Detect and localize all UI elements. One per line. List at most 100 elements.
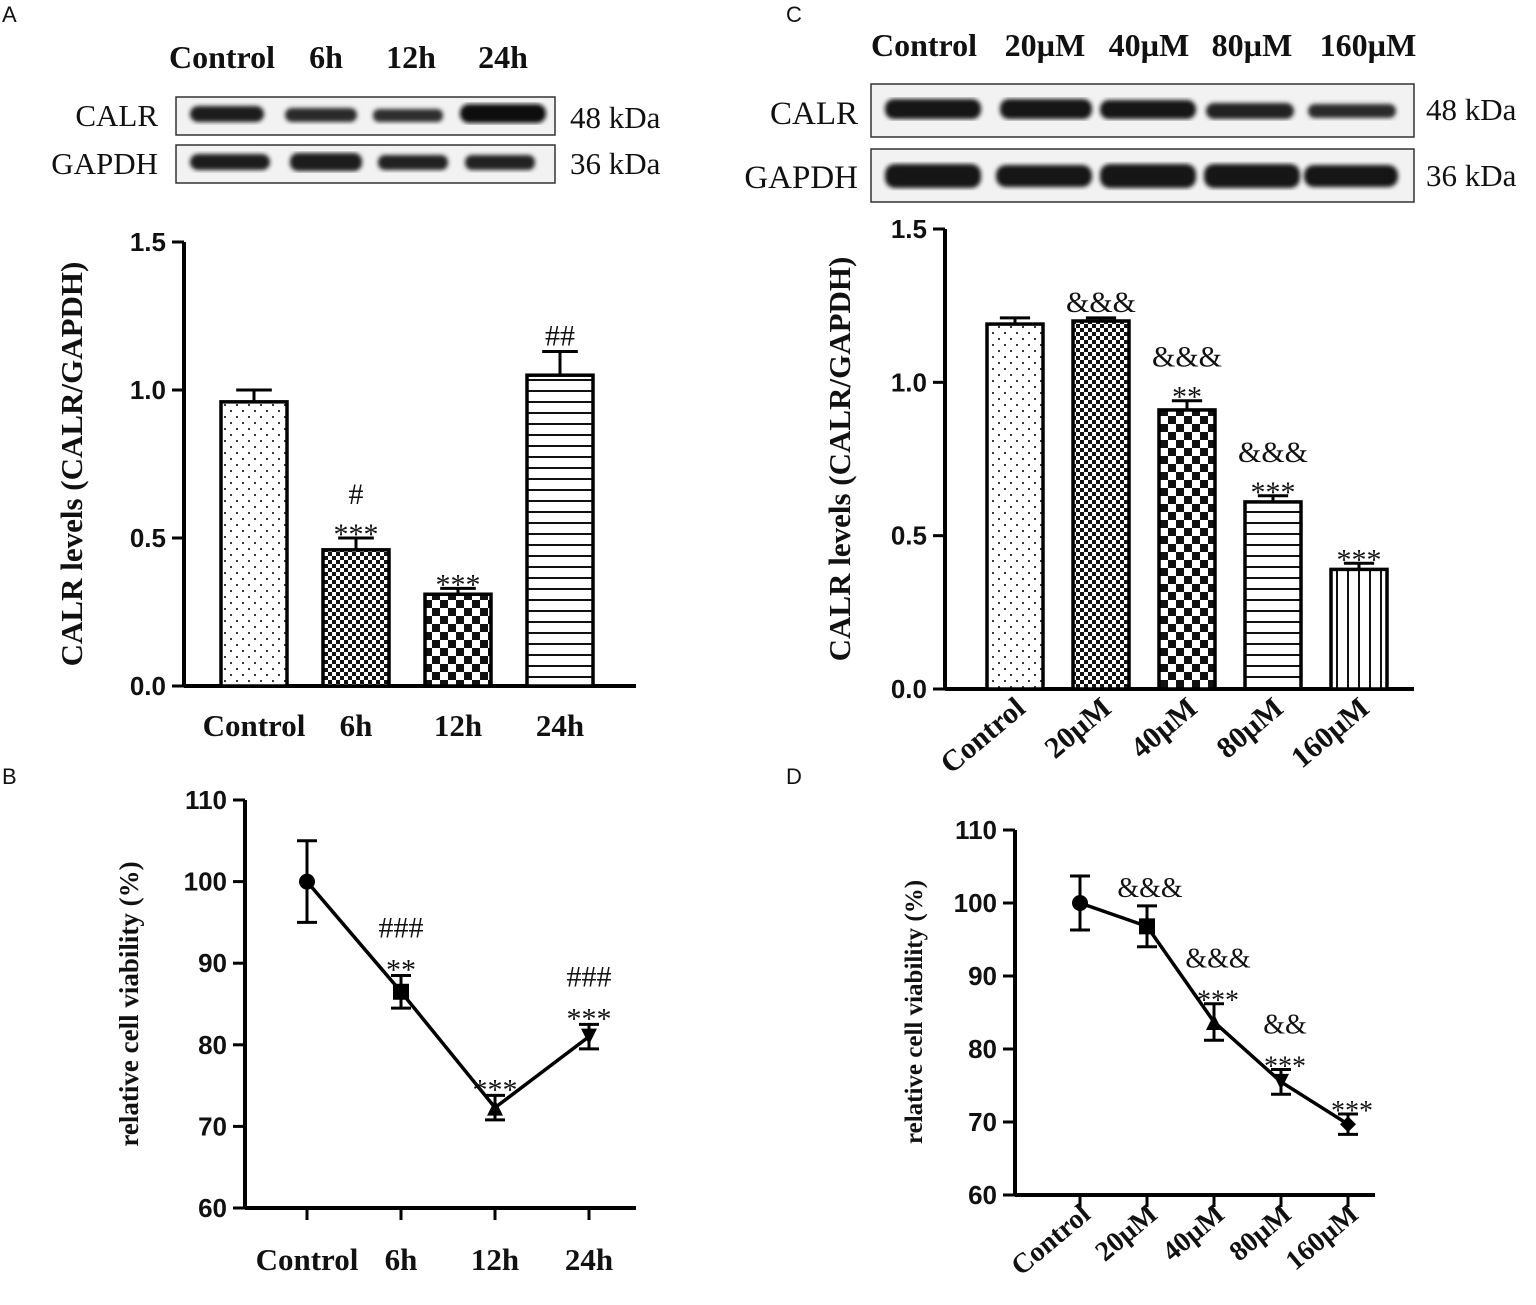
y-tick-label: 0.5 [891,521,927,551]
marker-circle [299,873,315,890]
x-tick-label: 24h [565,1242,613,1277]
x-tick-label: 12h [471,1242,519,1277]
y-tick-label: 0.0 [130,671,166,701]
y-tick-label: 1.0 [891,367,927,397]
significance-label: ### [567,960,612,993]
significance-label: &&& [1152,341,1222,374]
x-tick-label: 160µM [1280,1199,1365,1277]
blot-c: Control 20µM 40µM 80µM 160µM CALR [744,27,1517,203]
marker-triangle-up [1206,1013,1222,1030]
blot-c-lane-0: Control [871,27,977,63]
significance-label: # [349,478,364,511]
y-tick-label: 1.5 [891,214,927,244]
blot-c-lane-4: 160µM [1320,27,1417,63]
significance-label: ## [545,320,575,353]
blot-c-gapdh-bands [885,164,1398,188]
blot-c-lane-3: 80µM [1212,27,1293,63]
bar [1157,408,1217,691]
charts-layer: 0.0 0.5 1.0 1.5 CALR levels (CALR/GAPDH) Cont… [54,214,1414,1282]
blot-a-calr-bands [190,104,546,123]
x-tick-label: 160µM [1285,691,1376,775]
y-tick-label: 80 [198,1030,227,1060]
blot-c-lane-2: 40µM [1109,27,1190,63]
significance-label: *** [1264,1051,1306,1082]
x-tick-label: Control [934,691,1031,780]
significance-label: && [1263,1009,1307,1040]
panel-letter-d: D [786,764,802,789]
blot-c-kda-bottom: 36 kDa [1426,158,1517,193]
blot-a: Control 6h 12h 24h CALR GAPDH 48 kDa 36 … [51,39,661,184]
bar [219,400,289,688]
y-axis-label: CALR levels (CALR/GAPDH) [54,262,89,667]
blot-a-gapdh-label: GAPDH [51,146,158,181]
y-tick-label: 70 [198,1111,227,1141]
x-tick-label: Control [1005,1198,1096,1282]
bar [1071,319,1131,691]
significance-label: &&& [1066,286,1136,319]
y-tick-label: 60 [198,1193,227,1223]
panel-letter-a: A [2,2,17,27]
y-axis-label: CALR levels (CALR/GAPDH) [822,257,857,662]
x-tick-label: Control [256,1242,359,1277]
y-tick-label: 70 [968,1107,997,1137]
series-line [305,880,591,1111]
x-tick-label: 40µM [1124,691,1203,765]
y-tick-label: 90 [968,961,997,991]
blot-c-gapdh-label: GAPDH [744,160,858,196]
significance-label: ### [379,911,424,944]
x-tick-label: 40µM [1157,1199,1231,1268]
significance-label: *** [334,518,379,551]
marker-square [1139,918,1155,935]
y-tick-label: 0.5 [130,523,166,553]
y-axis-label: relative cell viability (%) [114,861,144,1146]
marker-square [393,983,409,1000]
chart-b: 60 70 80 90 100 110 relative cell viability (%… [114,785,636,1277]
bar [1243,500,1303,691]
x-tick-label: 6h [385,1242,418,1277]
y-tick-label: 100 [184,867,227,897]
x-tick-label: 24h [536,708,584,743]
bar [525,373,595,688]
blot-c-lane-1: 20µM [1005,27,1086,63]
significance-label: ** [386,953,416,986]
blot-a-gapdh-bands [190,153,535,171]
x-tick-label: 20µM [1090,1199,1164,1268]
x-tick-label: Control [203,708,306,743]
significance-label: *** [1337,543,1382,576]
y-tick-label: 110 [185,785,227,815]
significance-label: ** [1172,381,1202,414]
significance-label: *** [1251,476,1296,509]
chart-d: 60 70 80 90 100 110 relative cell viability (%… [901,815,1375,1282]
blot-a-calr-label: CALR [75,98,158,133]
significance-label: &&& [1117,873,1183,904]
bar [321,548,391,688]
significance-label: *** [473,1073,518,1106]
chart-a: 0.0 0.5 1.0 1.5 CALR levels (CALR/GAPDH) Cont… [54,227,636,743]
significance-label: &&& [1185,944,1251,975]
y-tick-label: 1.0 [130,375,166,405]
x-tick-label: 20µM [1038,691,1117,765]
blot-c-kda-top: 48 kDa [1426,92,1517,127]
bar [1329,567,1389,691]
panel-letter-c: C [786,2,802,27]
x-tick-label: 80µM [1210,691,1289,765]
panel-letter-b: B [2,764,17,789]
bar [423,592,493,688]
x-tick-label: 12h [434,708,482,743]
marker-triangle-down [1273,1073,1289,1090]
significance-label: *** [436,568,481,601]
y-tick-label: 60 [968,1180,997,1210]
marker-triangle-down [581,1028,597,1045]
bar [985,322,1045,691]
significance-label: &&& [1238,436,1308,469]
y-tick-label: 100 [954,888,997,918]
blot-a-kda-bottom: 36 kDa [570,146,661,181]
marker-circle [1072,895,1088,911]
marker-diamond [1340,1116,1356,1133]
blot-a-lane-1: 6h [309,39,343,75]
y-tick-label: 1.5 [130,227,166,257]
y-tick-label: 0.0 [891,674,927,704]
blot-c-calr-label: CALR [770,96,858,132]
